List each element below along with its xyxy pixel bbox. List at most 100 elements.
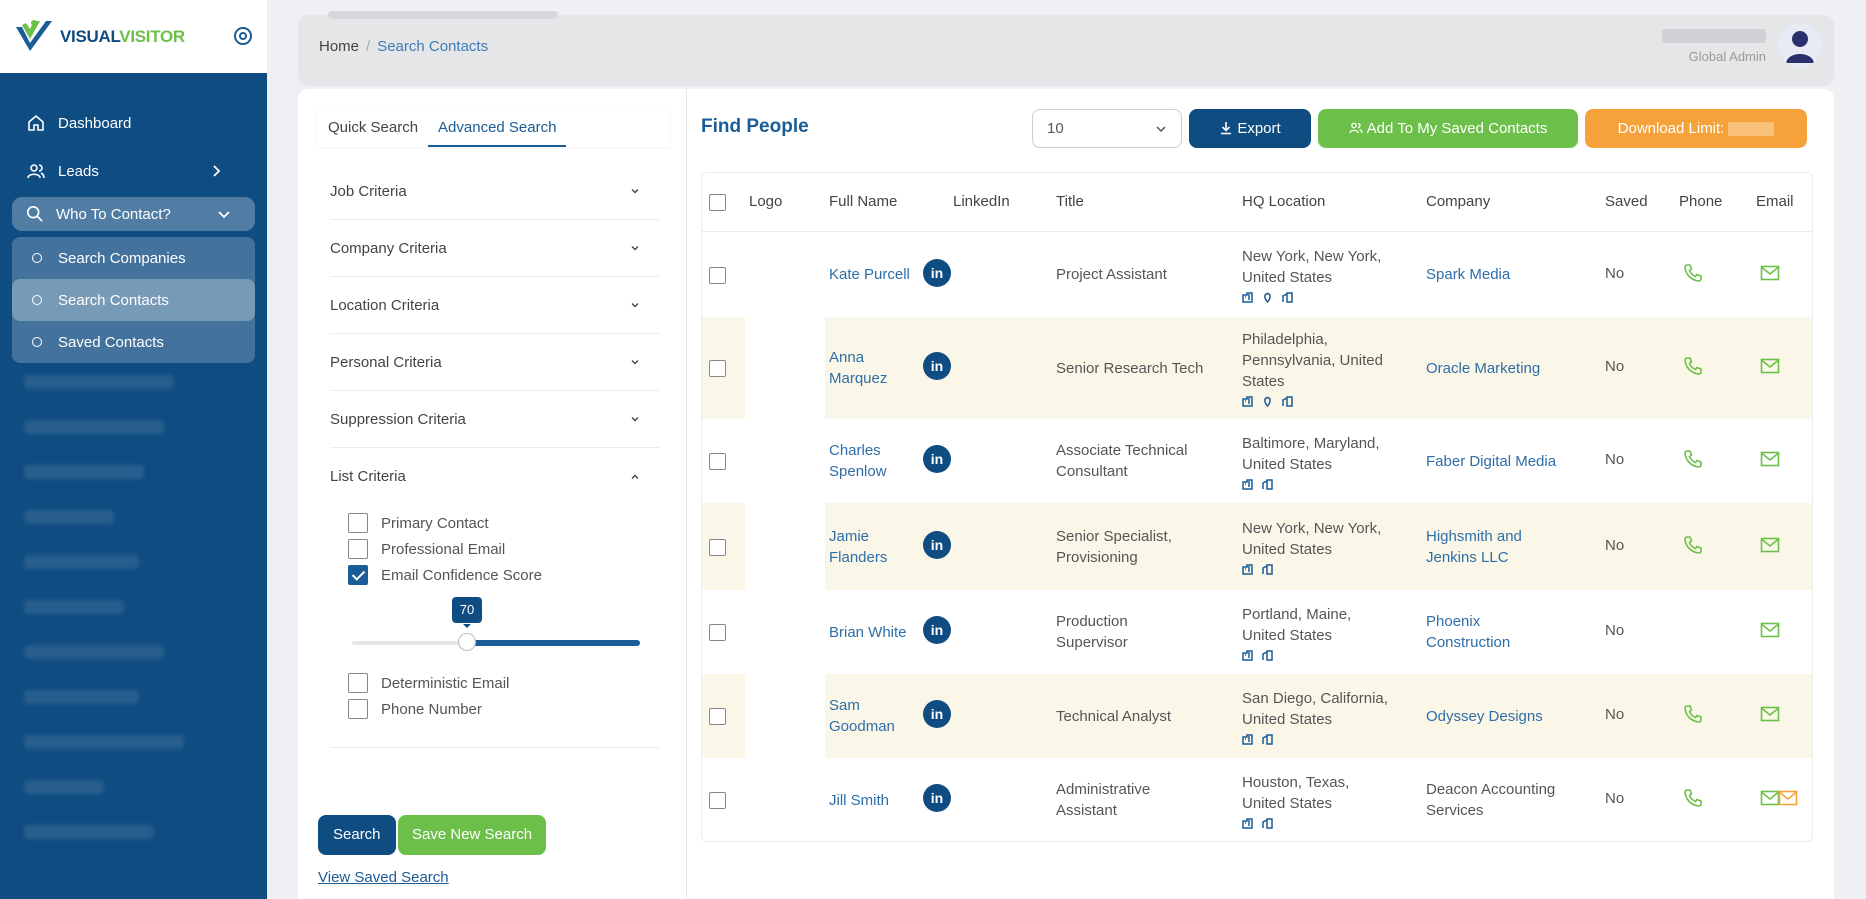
linkedin-icon[interactable]: in <box>923 258 951 287</box>
phone-icon[interactable] <box>1683 263 1703 283</box>
table-row[interactable]: Brian White in Production Supervisor Portlan… <box>702 590 1812 674</box>
row-checkbox[interactable] <box>709 792 726 809</box>
email-icon[interactable] <box>1760 451 1780 467</box>
checkbox[interactable] <box>348 539 368 559</box>
phone-icon[interactable] <box>1683 356 1703 376</box>
email-icon[interactable] <box>1760 622 1780 638</box>
brand-name[interactable]: VISUALVISITOR <box>60 26 185 46</box>
option-professional-email[interactable]: Professional Email <box>348 539 505 559</box>
checkbox[interactable] <box>348 673 368 693</box>
avatar[interactable] <box>1778 23 1822 67</box>
criteria-company[interactable]: Company Criteria <box>330 220 660 277</box>
company-name[interactable]: Faber Digital Media <box>1426 451 1556 472</box>
column-header[interactable]: Title <box>1056 193 1084 210</box>
checkbox-checked[interactable] <box>348 565 368 585</box>
company-name[interactable]: Phoenix Construction <box>1426 611 1510 653</box>
column-header[interactable]: HQ Location <box>1242 193 1326 210</box>
row-checkbox[interactable] <box>709 453 726 470</box>
download-limit-button[interactable]: Download Limit: <box>1585 109 1807 148</box>
view-saved-search-link[interactable]: View Saved Search <box>318 869 449 886</box>
office-icon[interactable] <box>1262 649 1273 661</box>
contact-name[interactable]: Jill Smith <box>829 790 889 811</box>
column-header[interactable]: Company <box>1426 193 1491 210</box>
save-new-search-button[interactable]: Save New Search <box>398 815 547 855</box>
email-icon[interactable] <box>1760 265 1780 281</box>
column-header[interactable]: LinkedIn <box>953 193 1010 210</box>
table-row[interactable]: Kate Purcell in Project Assistant New York,… <box>702 232 1812 317</box>
option-primary-contact[interactable]: Primary Contact <box>348 513 489 533</box>
column-header[interactable]: Phone <box>1679 193 1723 210</box>
sidebar-subitem-saved-contacts[interactable]: Saved Contacts <box>12 321 255 363</box>
phone-icon[interactable] <box>1683 535 1703 555</box>
email-icon[interactable] <box>1760 706 1780 722</box>
sidebar-item-who-to-contact[interactable]: Who To Contact? <box>12 197 255 231</box>
settings-icon[interactable] <box>233 26 253 46</box>
phone-icon[interactable] <box>1683 788 1703 808</box>
option-email-confidence-score[interactable]: Email Confidence Score <box>348 565 542 585</box>
row-checkbox[interactable] <box>709 624 726 641</box>
phone-icon[interactable] <box>1683 704 1703 724</box>
map-pin-icon[interactable] <box>1262 396 1273 407</box>
building-icon[interactable] <box>1242 733 1253 745</box>
row-checkbox[interactable] <box>709 360 726 377</box>
option-phone-number[interactable]: Phone Number <box>348 699 482 719</box>
column-header[interactable]: Full Name <box>829 193 898 210</box>
tab-quick-search[interactable]: Quick Search <box>328 119 419 136</box>
linkedin-icon[interactable]: in <box>923 352 951 380</box>
office-icon[interactable] <box>1262 817 1273 829</box>
search-button[interactable]: Search <box>318 815 396 855</box>
office-icon[interactable] <box>1262 478 1273 490</box>
select-all-checkbox[interactable] <box>709 194 726 211</box>
table-row[interactable]: Sam Goodman in Technical Analyst San Diego, … <box>702 674 1812 758</box>
contact-name[interactable]: Charles Spenlow <box>829 440 887 482</box>
table-row[interactable]: Jill Smith in Administrative Assistant Houst… <box>702 758 1812 841</box>
option-deterministic-email[interactable]: Deterministic Email <box>348 673 509 693</box>
company-name[interactable]: Oracle Marketing <box>1426 358 1540 379</box>
email-icon[interactable] <box>1760 790 1780 806</box>
email-icon[interactable] <box>1778 790 1798 806</box>
add-to-saved-contacts-button[interactable]: Add To My Saved Contacts <box>1318 109 1578 148</box>
tab-advanced-search[interactable]: Advanced Search <box>428 109 567 147</box>
page-size-select[interactable]: 10 <box>1032 109 1182 148</box>
column-header[interactable]: Saved <box>1605 193 1648 210</box>
slider-thumb[interactable] <box>458 633 476 651</box>
office-icon[interactable] <box>1282 292 1293 303</box>
company-name[interactable]: Spark Media <box>1426 264 1510 285</box>
linkedin-icon[interactable]: in <box>923 700 951 728</box>
company-name[interactable]: Highsmith and Jenkins LLC <box>1426 526 1522 568</box>
contact-name[interactable]: Anna Marquez <box>829 347 887 389</box>
column-header[interactable]: Logo <box>749 193 783 210</box>
linkedin-icon[interactable]: in <box>923 530 951 559</box>
row-checkbox[interactable] <box>709 538 726 556</box>
export-button[interactable]: Export <box>1189 109 1311 148</box>
breadcrumb-home[interactable]: Home <box>319 38 360 55</box>
sidebar-subitem-search-contacts[interactable]: Search Contacts <box>12 279 255 321</box>
building-icon[interactable] <box>1242 817 1253 829</box>
contact-name[interactable]: Jamie Flanders <box>829 526 887 568</box>
sidebar-subitem-search-companies[interactable]: Search Companies <box>12 237 255 279</box>
criteria-suppression[interactable]: Suppression Criteria <box>330 391 660 448</box>
confidence-slider[interactable]: 70 <box>352 597 640 651</box>
building-icon[interactable] <box>1242 396 1253 407</box>
phone-icon[interactable] <box>1683 449 1703 469</box>
office-icon[interactable] <box>1262 733 1273 745</box>
table-row[interactable]: Anna Marquez in Senior Research Tech Philade… <box>702 317 1812 419</box>
sidebar-item-dashboard[interactable]: Dashboard <box>0 99 267 147</box>
row-checkbox[interactable] <box>709 708 726 725</box>
checkbox[interactable] <box>348 699 368 719</box>
map-pin-icon[interactable] <box>1262 292 1273 303</box>
criteria-personal[interactable]: Personal Criteria <box>330 334 660 391</box>
contact-name[interactable]: Sam Goodman <box>829 695 895 737</box>
office-icon[interactable] <box>1282 396 1293 407</box>
linkedin-icon[interactable]: in <box>923 445 951 473</box>
building-icon[interactable] <box>1242 478 1253 490</box>
checkbox[interactable] <box>348 513 368 533</box>
office-icon[interactable] <box>1262 564 1273 575</box>
criteria-location[interactable]: Location Criteria <box>330 277 660 334</box>
building-icon[interactable] <box>1242 649 1253 661</box>
sidebar-item-leads[interactable]: Leads <box>0 147 267 195</box>
table-row[interactable]: Charles Spenlow in Associate Technical Consu… <box>702 419 1812 503</box>
company-name[interactable]: Odyssey Designs <box>1426 706 1543 727</box>
criteria-list[interactable]: List Criteria <box>330 448 660 505</box>
email-icon[interactable] <box>1760 358 1780 374</box>
